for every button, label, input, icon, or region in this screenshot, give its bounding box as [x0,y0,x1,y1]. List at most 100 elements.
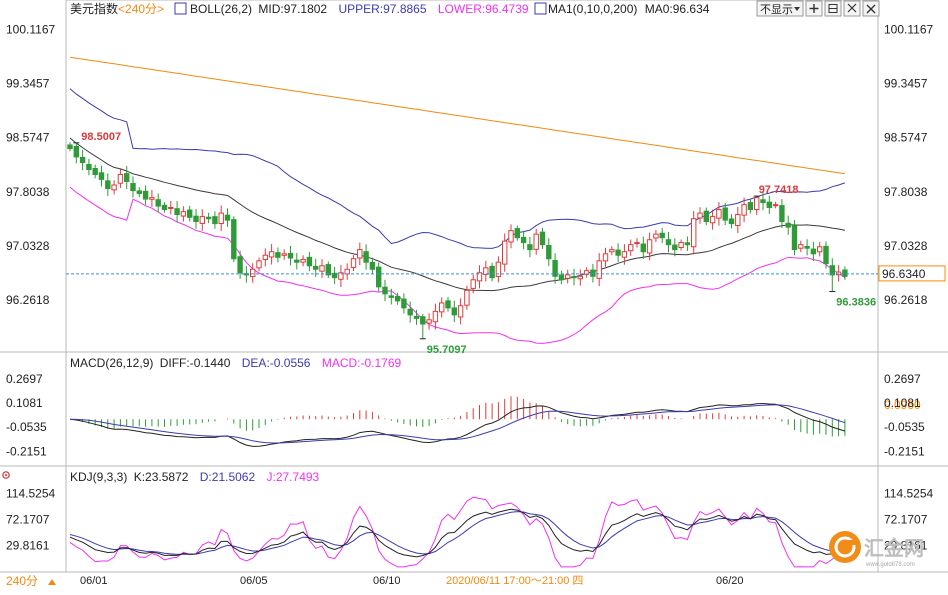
candle-body [691,218,697,248]
candle-body [168,206,174,209]
candle-body [111,184,117,191]
candle-body [300,258,306,263]
current-price-tag [878,265,946,282]
candle-body [187,209,193,218]
candle-body [558,274,565,281]
main-header: 美元指数<240分> [70,1,164,16]
macd-label: MACD(26,12,9) [70,356,153,370]
candle-body [772,204,779,207]
y-tick-label-right: 0.2697 [884,372,921,386]
candle-body [212,216,218,225]
candle-body [136,190,143,194]
candle-body [552,260,558,277]
hide-dropdown[interactable]: 不显示 [756,0,804,17]
extreme-label: 97.7418 [759,184,799,196]
candle-body [791,225,798,251]
ma-color-icon[interactable] [534,2,547,15]
candle-body [124,173,130,182]
candle-body [369,261,376,270]
ma-label: MA1(0,10,0,200) [548,2,637,16]
plus-icon [809,4,819,13]
ma-header: MA1(0,10,0,200) MA0:96.634 [548,2,710,16]
candle-body [621,251,628,258]
candle-body [231,219,237,260]
candle-body [741,204,747,216]
candle-body [735,213,741,227]
close-button[interactable] [862,0,880,17]
chevron-up-icon [48,579,56,585]
kdj-d: D:21.5062 [200,470,256,484]
instrument-name: 美元指数 [70,1,118,16]
watermark-text: 汇金网 [864,536,924,560]
candle-body [766,201,772,208]
candle-body [331,272,338,279]
candle-body [817,246,823,253]
candle-body [476,272,483,282]
add-indicator-button[interactable] [805,0,823,17]
macd-diff-line [69,402,846,447]
candle-body [401,298,407,309]
candle-body [325,264,332,276]
candle-body [470,279,476,289]
y-tick-label-left: 97.8038 [6,185,50,199]
minimize-button[interactable] [843,0,861,17]
candle-body [842,269,848,277]
candle-body [804,245,810,249]
ma0-value: MA0:96.634 [645,2,710,16]
period-button[interactable]: 240分 [6,574,56,588]
macd-current-label: 0.0960 [884,398,921,412]
candle-body [193,215,199,223]
candle-body [590,269,596,277]
y-tick-label-left: 100.1167 [6,22,55,36]
hide-dropdown-label: 不显示 [760,3,793,16]
watermark: 汇金网 www.gold678.com [829,531,924,568]
candle-body [432,310,439,323]
kdj-j-line [69,496,846,568]
candle-body [596,260,602,279]
candle-body [527,244,533,251]
macd-header: MACD(26,12,9) DIFF:-0.1440 DEA:-0.0556 M… [70,356,402,370]
candle-body [672,244,678,251]
candle-body [98,172,105,180]
candle-body [798,244,804,249]
kdj-d-line [69,511,845,555]
kdj-k-line [69,508,845,558]
candle-body [237,256,243,274]
y-tick-label-right: 97.8038 [884,185,928,199]
candle-body [407,308,413,316]
candle-body [646,239,653,254]
logo-icon-inner [834,536,856,558]
minimize-icon [847,3,857,13]
y-tick-label-right: 0.1081 [884,396,921,410]
y-tick-label-right: 29.8161 [884,539,928,553]
y-tick-label-left: 96.2618 [6,293,50,307]
y-tick-label-left: -0.2151 [6,444,47,458]
candle-body [779,205,785,223]
candle-body [413,315,420,319]
candle-body [615,249,621,256]
candle-body [319,265,325,272]
candle-body [357,249,363,259]
candle-body [451,307,458,316]
candle-body [539,231,546,246]
axes-labels: 100.1167 100.1167 99.3457 99.3457 98.5747 98.… [6,22,933,552]
y-tick-label-left: 97.0328 [6,239,50,253]
candle-body [130,183,136,192]
boll-color-icon[interactable] [174,2,187,15]
macd-diff: DIFF:-0.1440 [160,356,231,370]
kdj-settings-icon[interactable] [2,471,10,479]
candle-body [823,245,829,265]
settings-button[interactable] [824,0,842,17]
y-tick-label-right: 96.2618 [884,293,928,307]
candle-body [508,230,514,243]
candle-body [338,272,344,280]
candle-body [218,212,224,225]
candle-body [180,211,187,217]
candle-body [716,209,722,219]
candle-body [67,144,73,149]
logo-icon [829,531,861,563]
candle-body [439,302,445,313]
candle-body [105,180,111,190]
